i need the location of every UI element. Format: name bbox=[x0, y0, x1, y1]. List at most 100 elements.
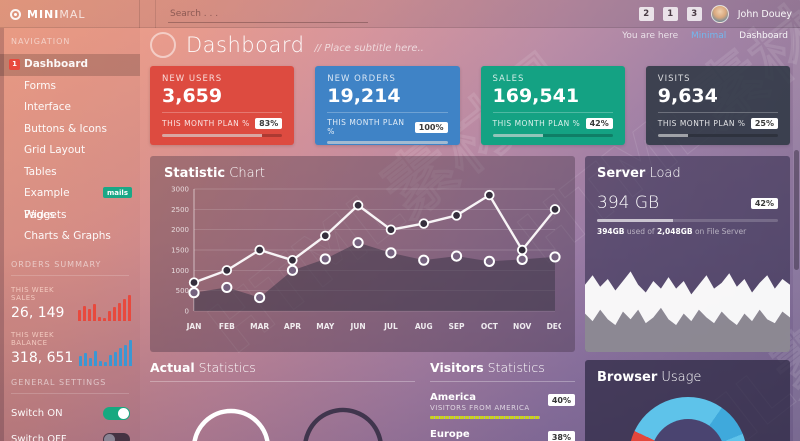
sidebar-item-interface[interactable]: Interface bbox=[0, 97, 140, 119]
statistic-chart-panel: Statistic Chart 0 500 1000 1500 2000 2500 3000… bbox=[150, 156, 575, 352]
sidebar: NAVIGATION 1 Dashboard Forms Interface Butto… bbox=[0, 28, 140, 441]
sidebar-item-dashboard[interactable]: 1 Dashboard bbox=[0, 54, 140, 76]
card-percent-badge: 25% bbox=[750, 118, 778, 129]
user-name[interactable]: John Douey bbox=[737, 8, 792, 20]
week-balance-label: THIS WEEK BALANCE bbox=[11, 330, 55, 347]
card-percent-badge: 42% bbox=[585, 118, 613, 129]
visitor-progress-bar bbox=[430, 416, 541, 419]
mini-bar bbox=[89, 358, 92, 366]
mini-bar bbox=[114, 351, 117, 366]
mini-bar bbox=[84, 352, 87, 366]
toggle-knob bbox=[118, 407, 129, 419]
svg-text:2000: 2000 bbox=[171, 226, 189, 234]
visitor-percent-badge: 40% bbox=[547, 394, 575, 406]
breadcrumb-current: Dashboard bbox=[739, 31, 788, 41]
card-percent-badge: 100% bbox=[414, 121, 448, 133]
sidebar-item-example-pages[interactable]: mails Example Pages bbox=[0, 183, 140, 221]
mini-bar bbox=[118, 302, 122, 321]
scrollbar-thumb[interactable] bbox=[794, 150, 799, 270]
switch-off-row: Switch OFF bbox=[0, 432, 140, 441]
notification-count-button[interactable]: 2 bbox=[638, 7, 654, 21]
card-plan-label: THIS MONTH PLAN % bbox=[327, 118, 405, 136]
mini-bar bbox=[108, 310, 112, 321]
orders-summary-label: ORDERS SUMMARY bbox=[11, 260, 129, 276]
visitors-statistics-title: Visitors Statistics bbox=[430, 360, 575, 382]
page-title-icon bbox=[150, 32, 176, 58]
card-plan-label: THIS MONTH PLAN % bbox=[492, 119, 581, 128]
week-sales-label: THIS WEEK SALES bbox=[11, 285, 55, 302]
mini-bar bbox=[79, 356, 82, 366]
gauge-charts bbox=[191, 407, 384, 441]
switch-off-toggle[interactable] bbox=[103, 432, 130, 441]
svg-text:AUG: AUG bbox=[415, 322, 433, 331]
week-sales-value: 26, 149 bbox=[11, 304, 65, 321]
card-plan-label: THIS MONTH PLAN % bbox=[162, 119, 250, 128]
card-new-orders[interactable]: NEW ORDERS 19,214 THIS MONTH PLAN % 100% bbox=[315, 66, 460, 145]
task-count-button[interactable]: 3 bbox=[686, 7, 702, 21]
breadcrumb-link-minimal[interactable]: Minimal bbox=[691, 31, 727, 41]
topbar-right: 2 1 3 John Douey bbox=[638, 0, 792, 28]
mini-bar bbox=[94, 351, 97, 366]
mini-bar bbox=[93, 303, 97, 321]
toggle-knob bbox=[104, 433, 115, 441]
card-progress-bar bbox=[492, 134, 613, 137]
sidebar-item-forms[interactable]: Forms bbox=[0, 76, 140, 98]
sidebar-item-tables[interactable]: Tables bbox=[0, 162, 140, 184]
visitor-stat-row-europe: EuropeVISITORS FROM EUROPE38% bbox=[430, 429, 575, 441]
nav-mails-badge: mails bbox=[103, 187, 132, 199]
card-sales[interactable]: SALES 169,541 THIS MONTH PLAN % 42% bbox=[480, 66, 625, 145]
mini-bar bbox=[129, 339, 132, 366]
app-logo[interactable]: MINIMAL bbox=[0, 0, 140, 28]
stat-cards-row: NEW USERS 3,659 THIS MONTH PLAN % 83% NE… bbox=[150, 66, 790, 145]
sidebar-item-label: Tables bbox=[24, 165, 57, 178]
sidebar-item-widgets[interactable]: Widgets bbox=[0, 205, 140, 227]
sidebar-item-label: Buttons & Icons bbox=[24, 122, 107, 135]
week-sales-bar-chart bbox=[78, 294, 132, 321]
sidebar-item-charts-graphs[interactable]: Charts & Graphs bbox=[0, 226, 140, 248]
nav-count-badge: 1 bbox=[9, 59, 20, 70]
card-plan-label: THIS MONTH PLAN % bbox=[657, 119, 746, 128]
svg-text:APR: APR bbox=[284, 322, 301, 331]
svg-text:1000: 1000 bbox=[171, 267, 189, 275]
card-label: NEW USERS bbox=[162, 74, 223, 84]
breadcrumb-prefix: You are here bbox=[622, 31, 679, 41]
sidebar-item-label: Example Pages bbox=[24, 187, 70, 221]
scrollbar-track[interactable] bbox=[793, 28, 800, 441]
page-heading: Dashboard // Place subtitle here.. bbox=[150, 32, 424, 58]
card-visits[interactable]: VISITS 9,634 THIS MONTH PLAN % 25% bbox=[645, 66, 790, 145]
card-new-users[interactable]: NEW USERS 3,659 THIS MONTH PLAN % 83% bbox=[150, 66, 295, 145]
svg-text:3000: 3000 bbox=[171, 186, 189, 194]
message-count-button[interactable]: 1 bbox=[662, 7, 678, 21]
mini-bar bbox=[119, 348, 122, 366]
card-value: 19,214 bbox=[327, 85, 401, 107]
user-avatar[interactable] bbox=[710, 5, 729, 23]
mini-bar bbox=[128, 294, 132, 321]
switch-on-toggle[interactable] bbox=[103, 406, 130, 420]
svg-text:OCT: OCT bbox=[481, 322, 499, 331]
sidebar-item-label: Grid Layout bbox=[24, 144, 86, 156]
logo-icon bbox=[10, 8, 21, 20]
switch-off-label: Switch OFF bbox=[11, 433, 67, 441]
sidebar-item-grid-layout[interactable]: Grid Layout bbox=[0, 140, 140, 162]
card-progress-bar bbox=[327, 141, 448, 144]
card-value: 9,634 bbox=[657, 85, 718, 107]
server-load-caption: 394GB used of 2,048GB on File Server bbox=[597, 227, 747, 236]
mini-bar bbox=[124, 344, 127, 366]
card-label: SALES bbox=[492, 74, 525, 84]
mini-bar bbox=[109, 355, 112, 366]
svg-text:0: 0 bbox=[185, 308, 189, 316]
server-load-percent-badge: 42% bbox=[750, 197, 778, 209]
server-load-title: Server Load bbox=[597, 166, 681, 181]
visitor-stat-row-america: America VISITORS FROM AMERICA 40% bbox=[430, 392, 575, 419]
browser-usage-panel: Browser Usage Chrome bbox=[585, 360, 790, 441]
week-balance-value: 318, 651 bbox=[11, 349, 74, 366]
sidebar-item-buttons-icons[interactable]: Buttons & Icons bbox=[0, 119, 140, 141]
svg-text:MAY: MAY bbox=[316, 322, 335, 331]
card-progress-bar bbox=[657, 134, 778, 137]
general-settings-label: GENERAL SETTINGS bbox=[11, 378, 129, 394]
breadcrumb: You are here Minimal Dashboard bbox=[622, 31, 788, 41]
search-input[interactable] bbox=[168, 5, 368, 23]
card-value: 169,541 bbox=[492, 85, 580, 107]
visitor-region-name: Europe bbox=[430, 429, 470, 440]
statistic-chart-title: Statistic Chart bbox=[164, 166, 266, 181]
